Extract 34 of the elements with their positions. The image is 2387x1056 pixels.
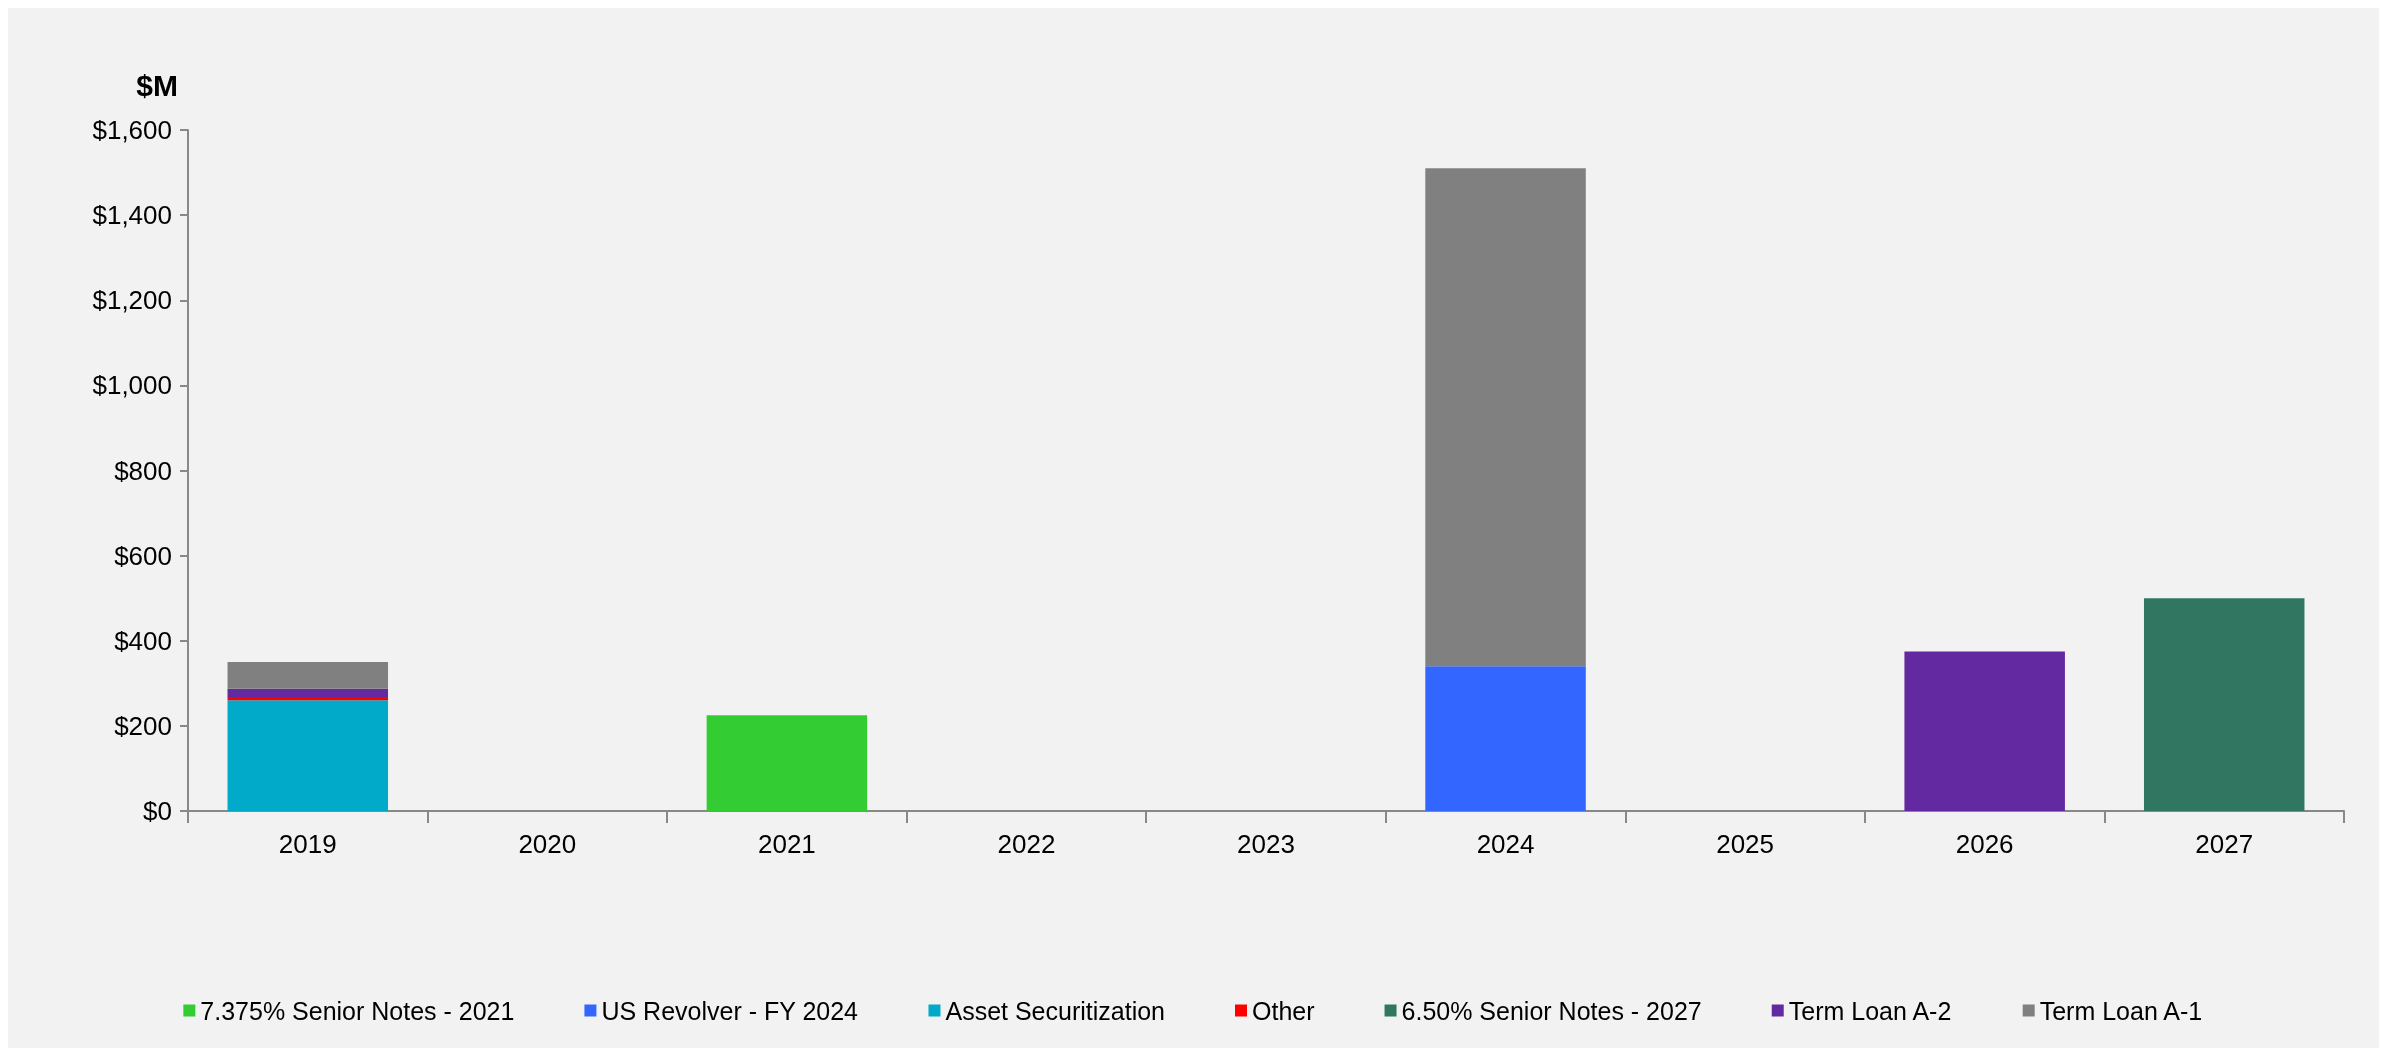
y-tick-label: $200 bbox=[114, 710, 172, 741]
x-tick-label: 2019 bbox=[278, 829, 337, 859]
bar bbox=[227, 688, 389, 697]
bar bbox=[1425, 666, 1586, 811]
x-tick-label: 2022 bbox=[997, 829, 1056, 859]
y-tick-label: $0 bbox=[143, 796, 172, 826]
y-tick-label: $1,400 bbox=[92, 200, 172, 231]
y-tick-label: $1,000 bbox=[92, 370, 172, 401]
x-tick-label: 2021 bbox=[757, 829, 816, 859]
bar bbox=[227, 700, 389, 811]
y-tick-label: $1,200 bbox=[92, 285, 172, 316]
legend-label: Other bbox=[1252, 996, 1315, 1025]
legend-label: Term Loan A-1 bbox=[2039, 996, 2203, 1025]
y-tick-label: $400 bbox=[114, 625, 172, 656]
y-tick-label: $800 bbox=[114, 455, 172, 486]
bar bbox=[227, 662, 389, 689]
y-tick-label: $600 bbox=[114, 540, 172, 571]
legend-label: Term Loan A-2 bbox=[1788, 996, 1952, 1025]
legend-label: Asset Securitization bbox=[945, 996, 1166, 1025]
bar bbox=[2143, 598, 2305, 811]
legend-label: US Revolver - FY 2024 bbox=[601, 996, 859, 1025]
bar bbox=[1904, 651, 2065, 811]
legend-label: 6.50% Senior Notes - 2027 bbox=[1401, 996, 1702, 1025]
bar bbox=[1425, 168, 1586, 667]
x-tick-label: 2025 bbox=[1716, 829, 1775, 859]
bar bbox=[706, 715, 868, 811]
x-tick-label: 2024 bbox=[1476, 829, 1535, 859]
x-tick-label: 2027 bbox=[2195, 829, 2254, 859]
x-tick-label: 2023 bbox=[1237, 829, 1295, 859]
legend-label: 7.375% Senior Notes - 2021 bbox=[200, 996, 515, 1025]
y-tick-label: $1,600 bbox=[92, 115, 172, 145]
x-tick-label: 2020 bbox=[518, 829, 577, 859]
y-axis-title: $M bbox=[136, 68, 178, 102]
x-tick-label: 2026 bbox=[1955, 829, 2014, 859]
